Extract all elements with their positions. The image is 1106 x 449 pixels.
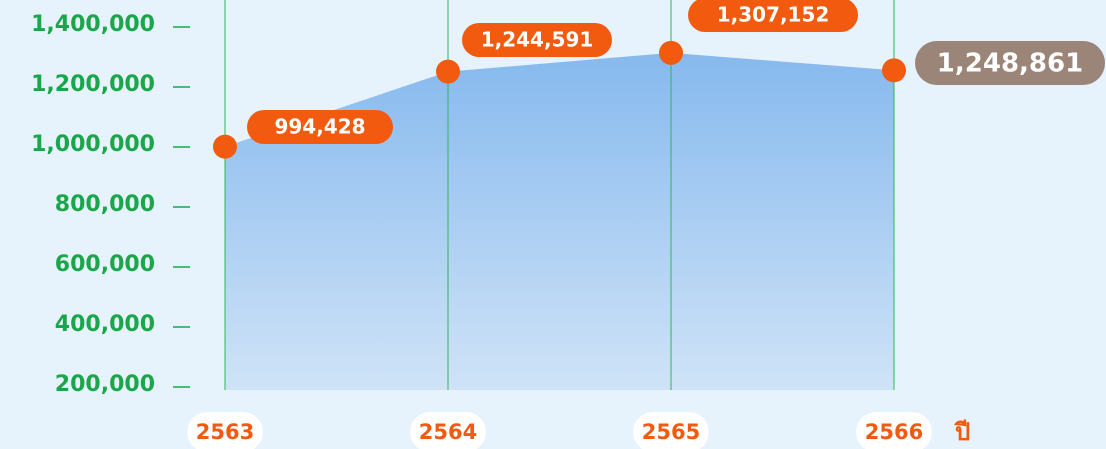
data-point — [213, 135, 237, 159]
data-point — [436, 60, 460, 84]
data-point — [882, 58, 906, 82]
y-tick-label: 200,000 — [55, 372, 155, 397]
value-label: 1,248,861 — [937, 49, 1083, 79]
data-point — [659, 41, 683, 65]
value-label: 994,428 — [274, 115, 365, 139]
x-axis-unit: ปี — [954, 418, 970, 446]
x-tick-label: 2566 — [865, 420, 923, 444]
y-tick-label: 400,000 — [55, 312, 155, 337]
y-tick-label: 800,000 — [55, 192, 155, 217]
y-tick-label: 1,200,000 — [31, 72, 155, 97]
x-tick-label: 2565 — [642, 420, 700, 444]
area — [225, 53, 894, 390]
value-label: 1,307,152 — [717, 3, 830, 27]
value-label: 1,244,591 — [481, 28, 594, 52]
y-tick-label: 600,000 — [55, 252, 155, 277]
y-tick-label: 1,400,000 — [31, 12, 155, 37]
y-tick-label: 1,000,000 — [31, 132, 155, 157]
x-tick-label: 2563 — [196, 420, 254, 444]
x-tick-label: 2564 — [419, 420, 477, 444]
chart: 200,000 400,000 600,000 800,000 1,000,000 1,2… — [0, 0, 1106, 449]
